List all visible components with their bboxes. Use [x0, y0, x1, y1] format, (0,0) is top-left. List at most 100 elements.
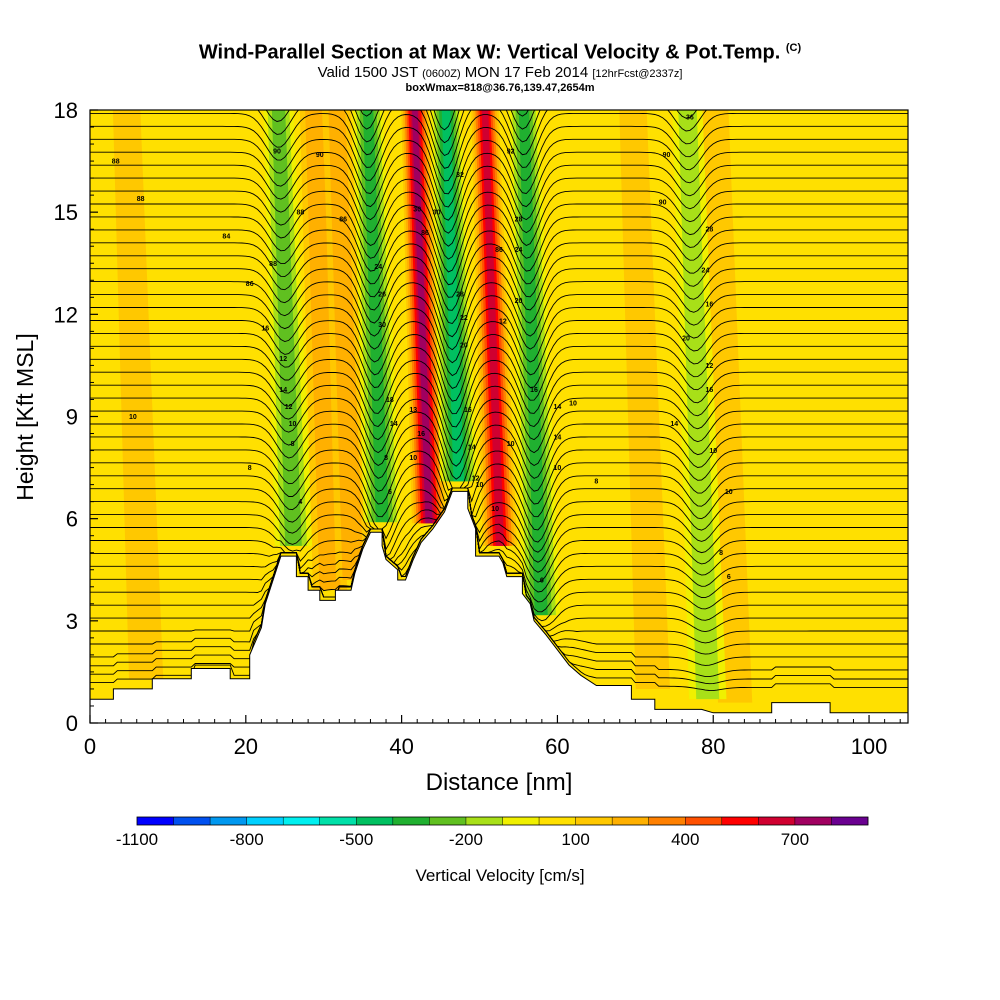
contour-label-29: 28 [456, 291, 464, 298]
valid-date: MON 17 Feb 2014 [464, 63, 589, 81]
contour-label-33: 14 [468, 445, 476, 452]
colorbar-tick-label-0: -1100 [116, 830, 158, 849]
x-tick-label-1: 20 [234, 734, 258, 759]
x-axis: 0 20 40 60 80 100 [84, 715, 901, 759]
colorbar-swatch-11 [539, 817, 576, 825]
contour-label-32: 16 [464, 407, 472, 414]
contour-label-65: 10 [725, 489, 733, 496]
contour-label-56: 90 [659, 199, 667, 206]
contour-label-34: 12 [472, 475, 480, 482]
y-axis-label: Height [Kft MSL] [12, 333, 38, 500]
contour-label-5: 12 [279, 356, 287, 363]
colorbar-swatch-10 [502, 817, 540, 825]
colorbar-tick-label-2: -500 [339, 830, 373, 849]
contour-label-12: 4 [298, 499, 302, 506]
title-block: Wind-Parallel Section at Max W: Vertical… [0, 36, 1000, 94]
colorbar-swatch-17 [758, 817, 796, 825]
isentrope-13 [90, 487, 908, 573]
isentrope-23 [90, 397, 908, 467]
colorbar-swatch-14 [648, 817, 686, 825]
contour-label-42: 24 [515, 247, 523, 254]
contour-label-16: 86 [339, 216, 347, 223]
updraft-1-shade-5 [481, 110, 505, 546]
y-tick-label-5: 15 [54, 200, 78, 225]
isentrope-30 [90, 307, 908, 377]
isentrope-31 [90, 294, 908, 364]
isentrope-42 [90, 151, 908, 221]
contour-label-2: 84 [222, 234, 230, 241]
contour-label-31: 20 [460, 342, 468, 349]
isentrope-9 [90, 487, 908, 613]
contour-label-18: 24 [374, 264, 382, 271]
isentrope-29 [90, 320, 908, 389]
colorbar-swatch-9 [465, 817, 503, 825]
contour-label-50: 10 [554, 465, 562, 472]
updraft-3-shade-1 [328, 110, 364, 580]
contour-label-57: 28 [705, 227, 713, 234]
isentrope-38 [90, 203, 908, 273]
contour-label-13: 90 [273, 148, 281, 155]
isentrope-40 [90, 177, 908, 247]
colorbar-swatch-19 [831, 817, 869, 825]
isentrope-39 [90, 190, 908, 260]
downdraft-2-shade-3 [362, 110, 389, 523]
contour-label-53: 6 [540, 577, 544, 584]
contour-label-67: 6 [727, 574, 731, 581]
isentrope-33 [90, 268, 908, 338]
copyright-mark: (C) [785, 42, 802, 54]
contour-label-3: 86 [246, 281, 254, 288]
colorbar-swatch-13 [612, 817, 649, 825]
colorbar-swatch-16 [721, 817, 759, 825]
colorbar-swatch-1 [173, 817, 211, 825]
isentrope-15 [90, 487, 908, 553]
contour-label-46: 16 [530, 387, 538, 394]
y-tick-label-6: 18 [54, 98, 78, 123]
contour-label-4: 16 [261, 325, 269, 332]
y-tick-label-1: 3 [66, 609, 78, 634]
isentrope-21 [90, 423, 908, 489]
contour-label-62: 16 [705, 387, 713, 394]
x-tick-label-2: 40 [389, 734, 413, 759]
isentrope-25 [90, 371, 908, 441]
colorbar-tick-labels: -1100 -800 -500 -200 100 400 700 [116, 830, 809, 849]
contour-label-52: 10 [491, 506, 499, 513]
y-tick-label-0: 0 [66, 711, 78, 736]
contour-label-20: 30 [378, 322, 386, 329]
contour-label-44: 12 [499, 319, 507, 326]
contour-label-17: 88 [269, 261, 277, 268]
contour-label-14: 90 [316, 152, 324, 159]
isentrope-32 [90, 281, 908, 351]
contour-label-0: 88 [112, 159, 120, 166]
contour-label-28: 32 [456, 172, 464, 179]
isentrope-22 [90, 410, 908, 480]
colorbar-swatch-5 [319, 817, 357, 825]
contour-label-49: 10 [569, 400, 577, 407]
contour-label-47: 14 [554, 404, 562, 411]
contour-label-19: 26 [378, 291, 386, 298]
x-tick-label-0: 0 [84, 734, 96, 759]
colorbar-swatch-0 [137, 817, 174, 825]
contour-label-58: 24 [702, 268, 710, 275]
updraft-5-shade-0 [619, 110, 671, 689]
colorbar-label: Vertical Velocity [cm/s] [415, 866, 584, 885]
terrain-mask [90, 490, 908, 723]
isentrope-45 [90, 112, 908, 182]
forecast-info: [12hrFcst@2337z] [592, 67, 683, 80]
colorbar-swatch-18 [794, 817, 832, 825]
x-tick-label-5: 100 [851, 734, 888, 759]
colorbar-tick-label-4: 100 [561, 830, 589, 849]
contour-label-24: 6 [388, 489, 392, 496]
contour-label-30: 22 [460, 315, 468, 322]
isentrope-34 [90, 255, 908, 325]
x-tick-label-4: 80 [701, 734, 725, 759]
contour-label-11: 8 [248, 465, 252, 472]
contour-label-59: 16 [705, 302, 713, 309]
colorbar-tick-label-3: -200 [449, 830, 483, 849]
contour-label-10: 10 [129, 414, 137, 421]
contour-label-60: 20 [682, 336, 690, 343]
colorbar-swatch-12 [575, 817, 613, 825]
isentrope-10 [90, 487, 908, 603]
contour-label-64: 10 [709, 448, 717, 455]
contour-label-63: 14 [670, 421, 678, 428]
